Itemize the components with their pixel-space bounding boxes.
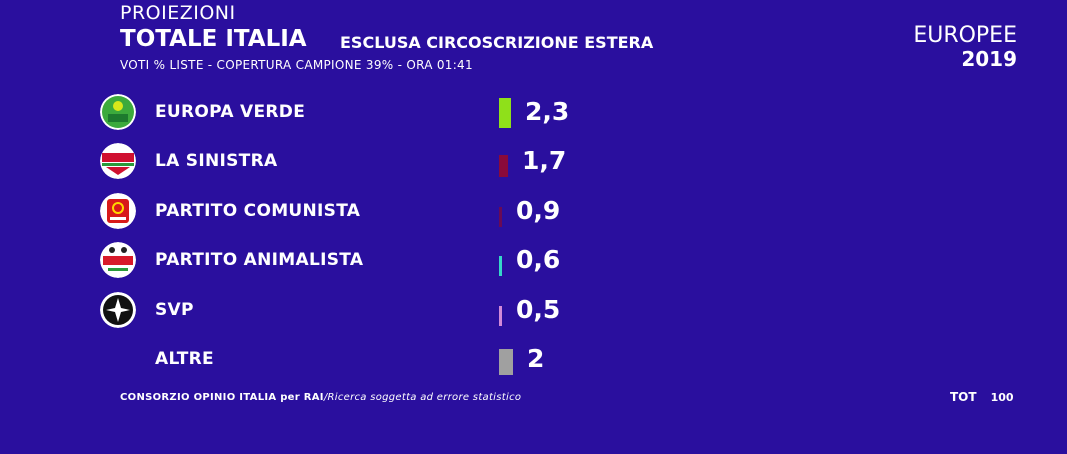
title-totale-italia: TOTALE ITALIA	[120, 26, 307, 52]
total: TOT 100	[950, 390, 1014, 404]
brand-europee: EUROPEE	[913, 23, 1017, 48]
bar-value: 0,9	[516, 195, 561, 225]
title-esclusa: ESCLUSA CIRCOSCRIZIONE ESTERA	[340, 33, 654, 52]
la-sinistra-logo	[100, 143, 136, 180]
title-proiezioni: PROIEZIONI	[120, 2, 236, 24]
partito-comunista-logo	[100, 192, 136, 229]
bar-value: 2	[527, 344, 545, 373]
brand: EUROPEE 2019	[913, 23, 1017, 71]
bar	[499, 349, 513, 375]
chart-row: LA SINISTRA 1,7	[0, 139, 700, 183]
subtitle: VOTI % LISTE - COPERTURA CAMPIONE 39% - …	[120, 58, 473, 72]
svp-logo	[100, 291, 136, 328]
chart-row: SVP 0,5	[0, 288, 700, 332]
chart-row: PARTITO COMUNISTA 0,9	[0, 189, 700, 233]
brand-year: 2019	[961, 47, 1017, 71]
party-name: ALTRE	[155, 349, 214, 369]
bar-value: 0,6	[516, 245, 561, 275]
bar-value: 2,3	[525, 97, 570, 126]
chart-row: ALTRE 2	[0, 337, 700, 381]
total-label: TOT	[950, 390, 977, 404]
party-name: PARTITO COMUNISTA	[155, 200, 361, 221]
bar-value: 0,5	[516, 294, 561, 324]
bar	[499, 256, 502, 277]
chart-row: PARTITO ANIMALISTA 0,6	[0, 238, 700, 282]
total-value: 100	[990, 391, 1014, 404]
europa-verde-logo	[100, 94, 136, 130]
party-name: LA SINISTRA	[155, 151, 278, 172]
bar	[499, 305, 502, 326]
party-name: SVP	[155, 299, 194, 320]
partito-animalista-logo	[100, 242, 136, 279]
party-name: EUROPA VERDE	[155, 102, 306, 122]
footer-source: CONSORZIO OPINIO ITALIA per RAI/Ricerca …	[120, 392, 521, 403]
chart-row: EUROPA VERDE 2,3	[0, 90, 700, 134]
footer-source-text: CONSORZIO OPINIO ITALIA per RAI	[120, 392, 324, 403]
bar	[499, 98, 511, 128]
bar	[499, 155, 508, 178]
bar	[499, 206, 502, 227]
footer-note: /Ricerca soggetta ad errore statistico	[323, 392, 522, 403]
bar-value: 1,7	[522, 146, 567, 176]
party-name: PARTITO ANIMALISTA	[155, 250, 364, 271]
